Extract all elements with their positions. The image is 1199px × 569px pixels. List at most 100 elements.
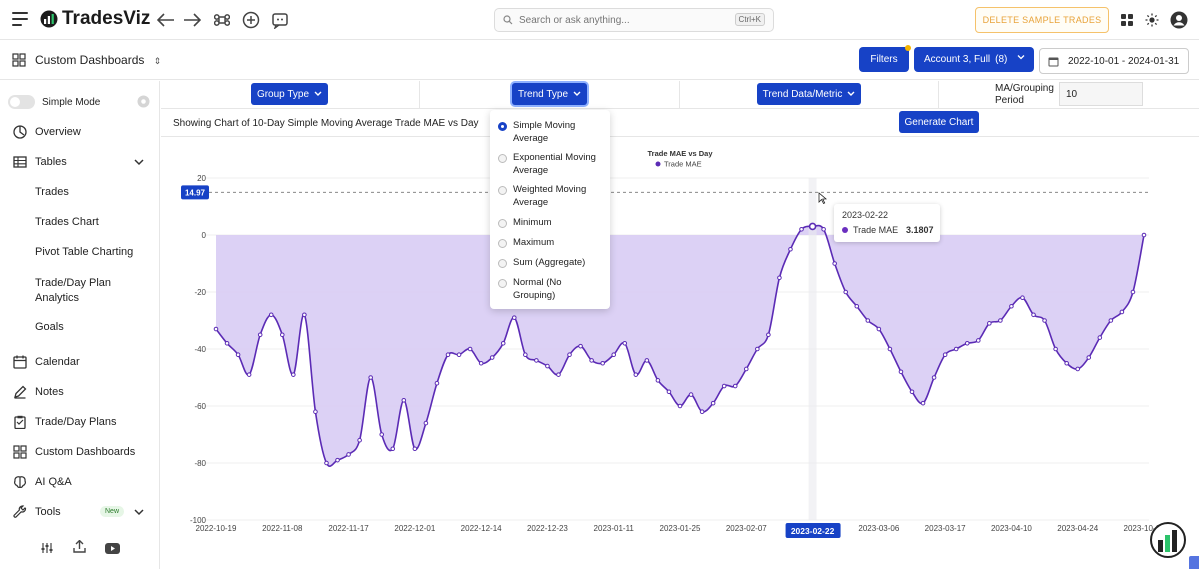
sidebar-item-overview[interactable]: Overview [0, 120, 159, 144]
data-point[interactable] [412, 446, 418, 452]
group-type-dropdown[interactable]: Group Type [251, 83, 328, 105]
sidebar-item-notes[interactable]: Notes [0, 380, 159, 404]
account-selector[interactable]: Account 3, Full (8) [914, 47, 1034, 72]
data-point[interactable] [655, 378, 661, 383]
data-point[interactable] [368, 375, 373, 380]
data-point[interactable] [766, 332, 771, 338]
data-point[interactable] [732, 383, 738, 389]
search-box[interactable]: Ctrl+K [494, 8, 774, 32]
data-point[interactable] [865, 318, 871, 323]
data-point[interactable] [489, 355, 495, 360]
data-point[interactable] [434, 380, 440, 386]
data-point[interactable] [998, 318, 1003, 323]
command-icon[interactable] [212, 10, 232, 30]
sidebar-item-plans[interactable]: Trade/Day Plans [0, 410, 159, 434]
sidebar-item-tables[interactable]: Tables [0, 150, 159, 174]
data-point[interactable] [920, 400, 926, 406]
data-point[interactable] [854, 303, 860, 309]
data-point[interactable] [942, 352, 948, 358]
data-point[interactable] [213, 326, 219, 332]
data-point[interactable] [467, 346, 473, 352]
data-point[interactable] [975, 338, 981, 343]
data-point[interactable] [622, 341, 628, 346]
filters-button[interactable]: Filters [859, 45, 911, 72]
menu-item-wma[interactable]: Weighted Moving Average [498, 184, 606, 209]
radio-sma[interactable] [498, 121, 507, 131]
radio-minimum[interactable] [498, 218, 507, 228]
data-point[interactable] [898, 369, 904, 375]
data-point[interactable] [257, 332, 263, 338]
youtube-icon[interactable] [105, 541, 120, 559]
data-point[interactable] [887, 346, 893, 352]
data-point[interactable] [578, 343, 583, 349]
trade-mae-chart[interactable]: 20 0 -20 -40 -60 -80 -100 2022-10-19 2022-11-08… [161, 81, 1199, 569]
data-point[interactable] [545, 363, 550, 369]
data-point[interactable] [633, 372, 639, 377]
data-point[interactable] [534, 358, 539, 363]
data-point[interactable] [1009, 303, 1014, 309]
data-point[interactable] [699, 409, 705, 415]
data-point[interactable] [1141, 232, 1147, 238]
menu-item-maximum[interactable]: Maximum [498, 237, 606, 250]
data-point[interactable] [291, 372, 296, 377]
data-point[interactable] [324, 460, 329, 466]
data-point[interactable] [808, 222, 817, 231]
settings-gear-icon[interactable] [137, 95, 150, 113]
data-point[interactable] [1020, 295, 1025, 300]
data-point[interactable] [235, 352, 241, 358]
data-point[interactable] [788, 246, 793, 252]
data-point[interactable] [478, 360, 484, 366]
menu-icon[interactable] [12, 12, 28, 26]
sidebar-item-trades-chart[interactable]: Trades Chart [0, 210, 159, 234]
data-point[interactable] [931, 375, 937, 380]
generate-chart-button[interactable]: Generate Chart [899, 111, 979, 133]
dashboard-selector[interactable]: Custom Dashboards ⇕ [35, 53, 161, 67]
trend-type-dropdown[interactable]: Trend Type [512, 83, 587, 105]
data-point[interactable] [1130, 289, 1136, 295]
data-point[interactable] [799, 227, 804, 232]
data-point[interactable] [456, 352, 462, 358]
feedback-tab[interactable] [1189, 556, 1199, 569]
data-point[interactable] [721, 383, 727, 389]
data-point[interactable] [346, 452, 351, 457]
delete-sample-trades-button[interactable]: DELETE SAMPLE TRADES [975, 7, 1109, 33]
trend-data-dropdown[interactable]: Trend Data/Metric [757, 83, 861, 105]
data-point[interactable] [423, 420, 429, 426]
forward-arrow-icon[interactable] [182, 10, 202, 30]
apps-grid-icon[interactable] [1117, 10, 1137, 30]
theme-sun-icon[interactable] [1142, 10, 1162, 30]
data-point[interactable] [987, 321, 992, 326]
data-point[interactable] [600, 360, 605, 366]
data-point[interactable] [953, 346, 959, 352]
data-point[interactable] [500, 341, 506, 346]
data-point[interactable] [1042, 318, 1047, 323]
menu-item-sma[interactable]: Simple Moving Average [498, 120, 606, 145]
data-point[interactable] [1064, 360, 1069, 366]
data-point[interactable] [357, 437, 362, 443]
data-point[interactable] [876, 326, 882, 332]
data-point[interactable] [268, 312, 274, 318]
search-input[interactable] [519, 14, 729, 26]
data-point[interactable] [1108, 318, 1114, 323]
data-point[interactable] [644, 358, 650, 363]
menu-item-normal[interactable]: Normal (No Grouping) [498, 277, 606, 302]
sidebar-item-plan-analytics[interactable]: Trade/Day Plan Analytics [0, 275, 159, 307]
data-point[interactable] [743, 366, 749, 372]
data-point[interactable] [677, 403, 683, 409]
data-point[interactable] [832, 261, 837, 266]
back-arrow-icon[interactable] [156, 10, 176, 30]
data-point[interactable] [755, 346, 760, 352]
radio-sum[interactable] [498, 258, 507, 268]
ma-period-input[interactable] [1059, 82, 1143, 106]
sidebar-item-trades[interactable]: Trades [0, 180, 159, 204]
data-point[interactable] [401, 398, 407, 403]
data-point[interactable] [279, 332, 285, 338]
menu-item-minimum[interactable]: Minimum [498, 217, 606, 230]
data-point[interactable] [1053, 346, 1058, 352]
upload-icon[interactable] [73, 539, 86, 558]
data-point[interactable] [909, 389, 915, 395]
data-point[interactable] [589, 358, 594, 363]
legend-label[interactable]: Trade MAE [664, 160, 702, 169]
data-point[interactable] [246, 372, 252, 377]
menu-item-sum[interactable]: Sum (Aggregate) [498, 257, 606, 270]
